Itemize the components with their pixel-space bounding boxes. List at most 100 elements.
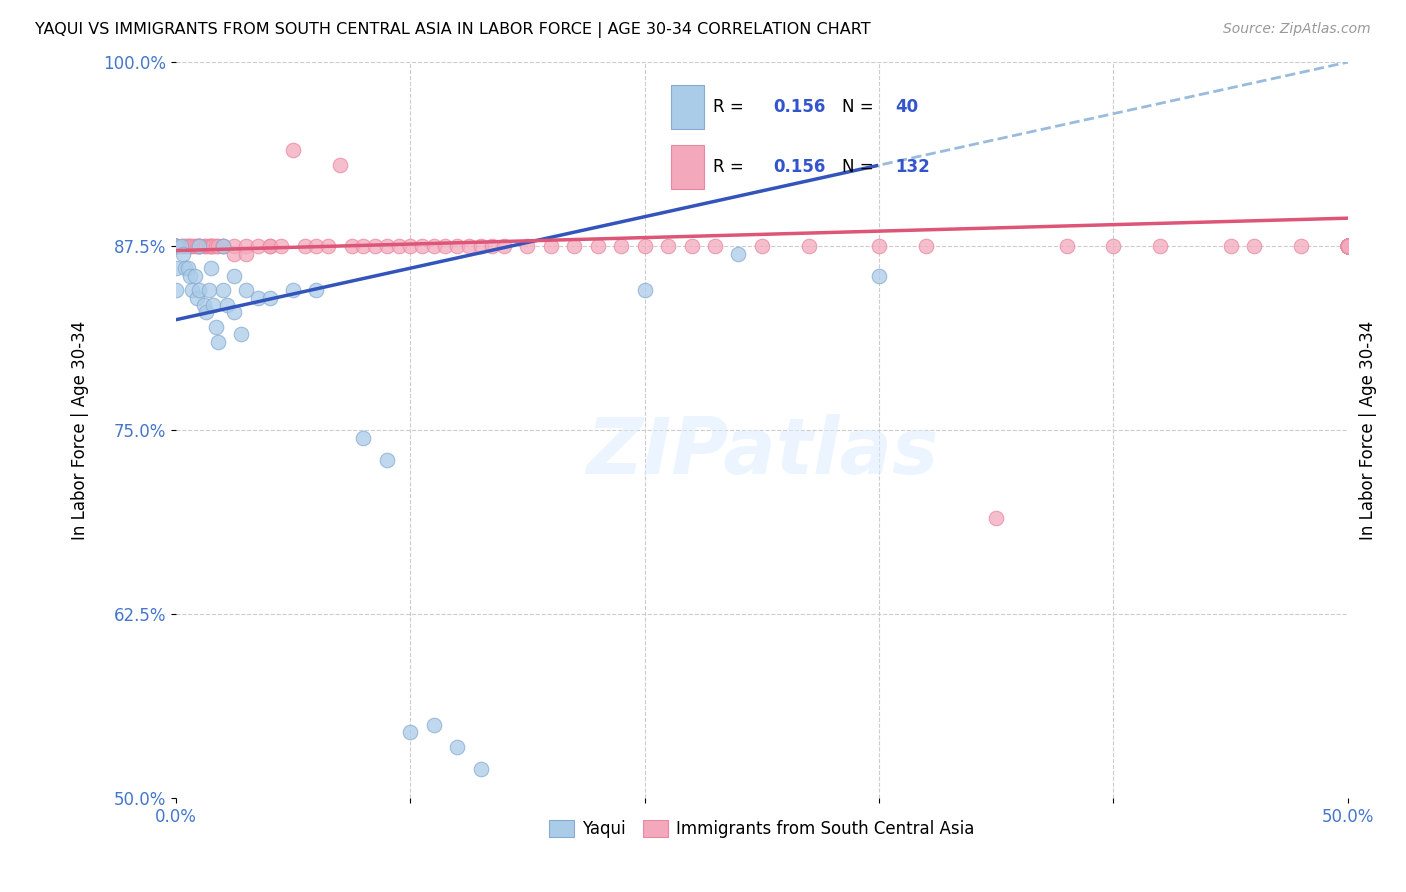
Point — [1337, 239, 1360, 253]
Point — [1337, 239, 1360, 253]
Point — [1337, 239, 1360, 253]
Point — [193, 239, 215, 253]
Point — [492, 239, 515, 253]
Point — [375, 452, 398, 467]
Point — [562, 239, 585, 253]
Point — [1337, 239, 1360, 253]
Point — [224, 305, 246, 319]
Point — [375, 239, 398, 253]
Point — [352, 239, 374, 253]
Point — [1337, 239, 1360, 253]
Point — [446, 239, 468, 253]
Point — [1337, 239, 1360, 253]
Point — [751, 239, 773, 253]
Point — [169, 239, 191, 253]
Point — [202, 239, 225, 253]
Point — [868, 239, 890, 253]
Point — [1337, 239, 1360, 253]
Point — [1056, 239, 1078, 253]
Point — [174, 261, 197, 276]
Point — [1337, 239, 1360, 253]
Point — [1337, 239, 1360, 253]
Point — [387, 239, 409, 253]
Point — [1337, 239, 1360, 253]
Point — [340, 239, 363, 253]
Point — [1337, 239, 1360, 253]
Point — [1337, 239, 1360, 253]
Point — [200, 239, 222, 253]
Point — [868, 268, 890, 283]
Point — [1337, 239, 1360, 253]
Point — [179, 268, 201, 283]
Point — [1337, 239, 1360, 253]
Point — [1337, 239, 1360, 253]
Point — [1337, 239, 1360, 253]
Point — [1337, 239, 1360, 253]
Point — [1337, 239, 1360, 253]
Point — [224, 239, 246, 253]
Point — [633, 239, 655, 253]
Point — [1337, 239, 1360, 253]
Point — [1337, 239, 1360, 253]
Point — [246, 239, 269, 253]
Point — [186, 291, 208, 305]
Point — [422, 239, 444, 253]
Point — [188, 239, 211, 253]
Point — [1337, 239, 1360, 253]
Point — [1337, 239, 1360, 253]
Point — [183, 239, 205, 253]
Point — [1337, 239, 1360, 253]
Point — [224, 268, 246, 283]
Point — [1337, 239, 1360, 253]
Point — [316, 239, 339, 253]
Y-axis label: In Labor Force | Age 30-34: In Labor Force | Age 30-34 — [72, 320, 89, 540]
Point — [186, 239, 208, 253]
Point — [172, 246, 194, 260]
Point — [1337, 239, 1360, 253]
Point — [470, 239, 492, 253]
Point — [188, 239, 211, 253]
Point — [1289, 239, 1312, 253]
Point — [204, 239, 226, 253]
Point — [399, 239, 422, 253]
Point — [231, 327, 253, 342]
Point — [481, 239, 503, 253]
Point — [1337, 239, 1360, 253]
Point — [211, 283, 233, 297]
Point — [176, 261, 198, 276]
Point — [202, 298, 225, 312]
Point — [195, 305, 218, 319]
Point — [1337, 239, 1360, 253]
Point — [176, 239, 198, 253]
Point — [217, 298, 239, 312]
Point — [204, 320, 226, 334]
Point — [188, 239, 211, 253]
Point — [165, 261, 187, 276]
Point — [1337, 239, 1360, 253]
Point — [165, 239, 187, 253]
Point — [681, 239, 703, 253]
Point — [1337, 239, 1360, 253]
Point — [1337, 239, 1360, 253]
Point — [1337, 239, 1360, 253]
Text: YAQUI VS IMMIGRANTS FROM SOUTH CENTRAL ASIA IN LABOR FORCE | AGE 30-34 CORRELATI: YAQUI VS IMMIGRANTS FROM SOUTH CENTRAL A… — [35, 22, 870, 38]
Point — [246, 291, 269, 305]
Legend: Yaqui, Immigrants from South Central Asia: Yaqui, Immigrants from South Central Asi… — [543, 814, 981, 845]
Point — [172, 239, 194, 253]
Point — [281, 144, 304, 158]
Point — [1337, 239, 1360, 253]
Point — [165, 239, 187, 253]
Point — [470, 762, 492, 776]
Point — [1337, 239, 1360, 253]
Point — [1337, 239, 1360, 253]
Point — [1337, 239, 1360, 253]
Point — [176, 239, 198, 253]
Point — [915, 239, 938, 253]
Point — [399, 725, 422, 739]
Point — [181, 283, 204, 297]
Point — [329, 158, 352, 172]
Point — [1337, 239, 1360, 253]
Point — [259, 239, 281, 253]
Point — [183, 268, 205, 283]
Point — [1337, 239, 1360, 253]
